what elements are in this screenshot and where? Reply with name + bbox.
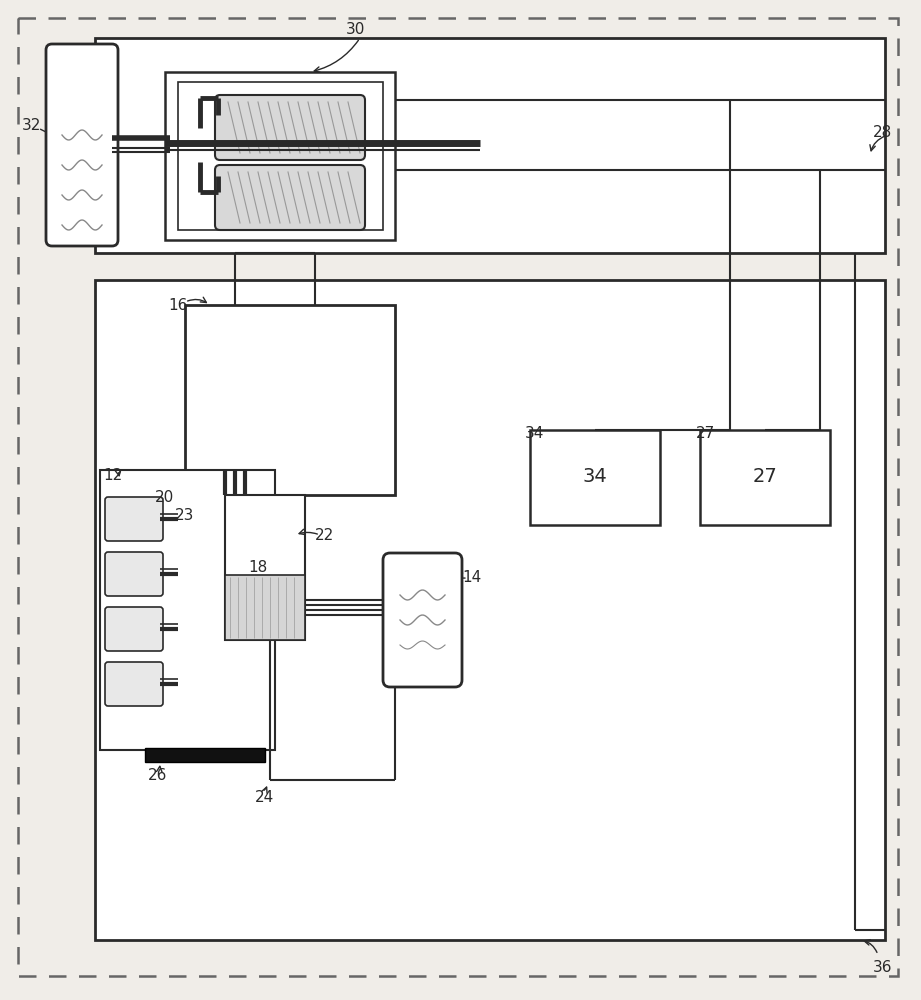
FancyBboxPatch shape [215, 95, 365, 160]
Text: 32: 32 [22, 118, 41, 133]
Polygon shape [185, 305, 395, 495]
Text: 12: 12 [103, 468, 122, 483]
Text: 26: 26 [148, 768, 168, 783]
FancyBboxPatch shape [215, 165, 365, 230]
Polygon shape [225, 575, 305, 640]
Polygon shape [178, 82, 383, 230]
Text: 18: 18 [248, 560, 267, 575]
Polygon shape [225, 495, 305, 640]
FancyBboxPatch shape [105, 552, 163, 596]
Text: 27: 27 [696, 426, 716, 441]
FancyBboxPatch shape [105, 497, 163, 541]
Text: 36: 36 [873, 960, 892, 975]
Text: 34: 34 [583, 468, 607, 487]
Text: 27: 27 [752, 468, 777, 487]
Text: 24: 24 [255, 790, 274, 805]
Text: 34: 34 [525, 426, 544, 441]
FancyBboxPatch shape [383, 553, 462, 687]
FancyBboxPatch shape [46, 44, 118, 246]
Polygon shape [145, 748, 265, 762]
Text: 22: 22 [315, 528, 334, 543]
Polygon shape [100, 470, 275, 750]
Text: 14: 14 [462, 570, 482, 585]
Polygon shape [95, 38, 885, 253]
FancyBboxPatch shape [105, 607, 163, 651]
FancyBboxPatch shape [105, 662, 163, 706]
Polygon shape [700, 430, 830, 525]
Polygon shape [165, 72, 395, 240]
Text: 23: 23 [175, 508, 194, 523]
Polygon shape [530, 430, 660, 525]
Text: 20: 20 [155, 490, 174, 505]
Text: 30: 30 [345, 22, 365, 37]
Polygon shape [95, 280, 885, 940]
Text: 16: 16 [168, 298, 187, 313]
Text: 28: 28 [873, 125, 892, 140]
